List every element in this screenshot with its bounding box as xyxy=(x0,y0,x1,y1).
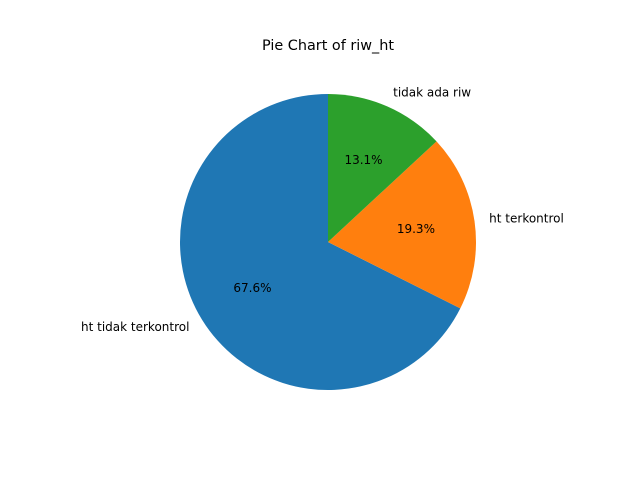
pie-slices xyxy=(180,94,476,390)
slice-value-label-ht-tidak-terkontrol: 67.6% xyxy=(233,281,271,295)
slice-label-ht-terkontrol: ht terkontrol xyxy=(489,212,564,226)
pie-slice-tidak-ada-riw xyxy=(328,94,437,242)
pie-labels: ht tidak terkontrol 67.6% ht terkontrol 19.… xyxy=(81,85,564,334)
chart-title: Pie Chart of riw_ht xyxy=(262,38,394,54)
pie-slice-ht-tidak-terkontrol xyxy=(180,94,461,390)
slice-label-tidak-ada-riw: tidak ada riw xyxy=(393,85,471,99)
slice-value-label-ht-terkontrol: 19.3% xyxy=(397,222,435,236)
pie-slice-ht-terkontrol xyxy=(328,141,476,309)
slice-label-ht-tidak-terkontrol: ht tidak terkontrol xyxy=(81,320,189,334)
slice-value-label-tidak-ada-riw: 13.1% xyxy=(344,153,382,167)
